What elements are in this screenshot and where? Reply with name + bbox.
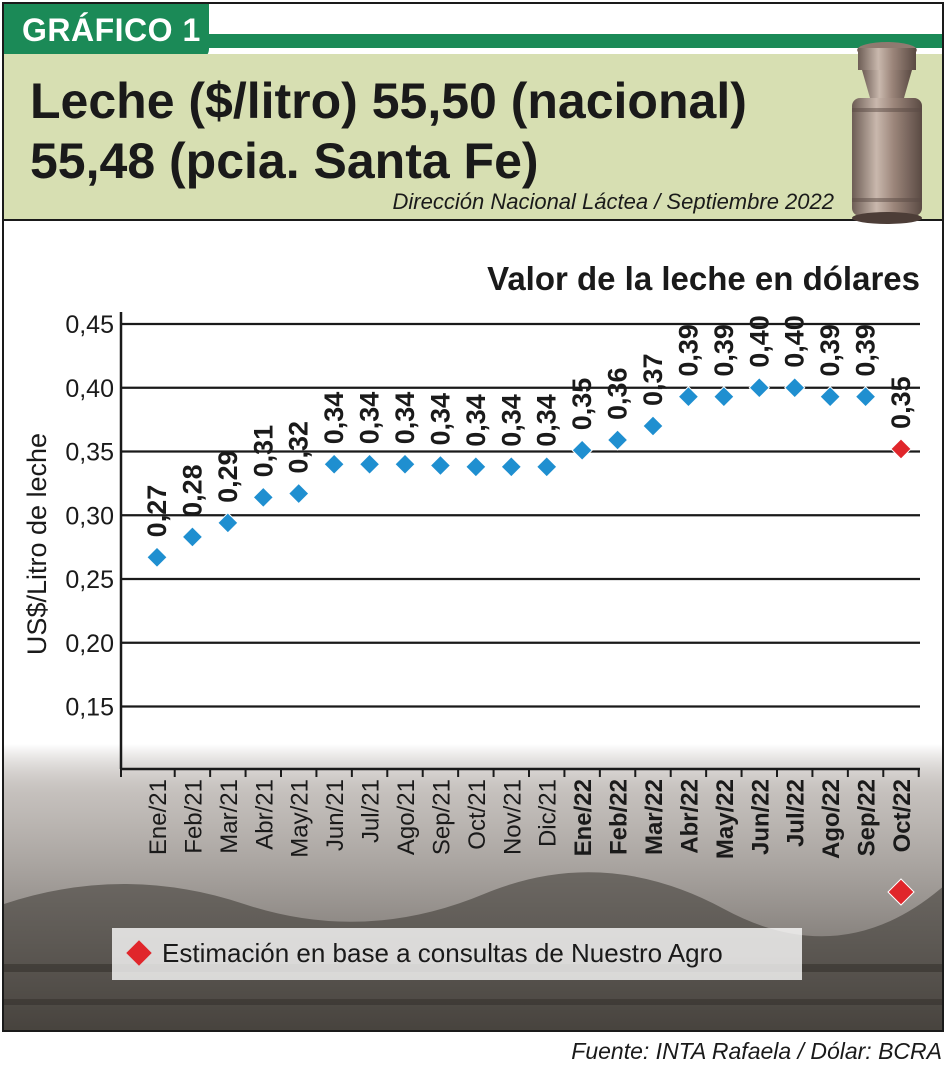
page-title-line1: Leche ($/litro) 55,50 (nacional) xyxy=(30,73,747,129)
x-tick-label: Abr/21 xyxy=(251,779,278,850)
legend-text: Estimación en base a consultas de Nuestr… xyxy=(162,938,723,968)
figure-badge-label: GRÁFICO 1 xyxy=(22,12,201,48)
axes xyxy=(119,312,920,777)
y-tick-label: 0,40 xyxy=(65,375,114,403)
x-tick-labels: Ene/21 Feb/21 Mar/21 Abr/21 May/21 Jun/21 Jul/… xyxy=(145,779,916,906)
data-point xyxy=(571,439,593,461)
y-tick-label: 0,15 xyxy=(65,694,114,722)
data-label: 0,37 xyxy=(638,353,668,406)
header-panel: Leche ($/litro) 55,50 (nacional) 55,48 (… xyxy=(4,54,942,221)
background-photo xyxy=(4,744,942,1030)
data-label: 0,27 xyxy=(142,485,172,538)
x-tick-label: Sep/21 xyxy=(428,779,455,855)
x-tick-label: May/21 xyxy=(287,779,314,858)
data-label: 0,34 xyxy=(355,392,385,445)
data-point xyxy=(819,385,841,408)
data-label: 0,39 xyxy=(815,324,845,377)
data-label: 0,34 xyxy=(425,393,455,446)
source-note: Fuente: INTA Rafaela / Dólar: BCRA xyxy=(571,1038,942,1064)
y-tick-label: 0,30 xyxy=(65,502,114,530)
data-point xyxy=(713,385,735,408)
data-label: 0,31 xyxy=(248,425,278,478)
x-tick-label: Oct/22 xyxy=(889,779,916,852)
data-point xyxy=(288,482,310,505)
y-axis-label: US$/Litro de leche xyxy=(22,433,52,655)
data-point xyxy=(323,453,345,475)
data-point xyxy=(854,385,877,408)
data-point xyxy=(606,429,629,451)
data-point xyxy=(394,453,416,475)
x-tick-label: Mar/22 xyxy=(641,779,668,855)
y-tick-label: 0,45 xyxy=(65,311,114,339)
data-point xyxy=(642,415,664,437)
data-point xyxy=(536,456,558,478)
x-tick-label: Feb/22 xyxy=(606,779,633,855)
x-tick-label: Jun/21 xyxy=(322,779,349,851)
x-tick-label: Ago/21 xyxy=(393,779,420,855)
data-point xyxy=(146,546,168,569)
x-tick-label: Mar/21 xyxy=(216,779,243,854)
data-label: 0,34 xyxy=(461,394,491,447)
data-label: 0,34 xyxy=(532,394,562,447)
x-tick-label: Ene/22 xyxy=(570,779,597,856)
data-label: 0,35 xyxy=(886,376,916,429)
data-point xyxy=(429,454,452,477)
data-label: 0,39 xyxy=(709,324,739,377)
data-point xyxy=(677,385,700,408)
legend: Estimación en base a consultas de Nuestr… xyxy=(112,928,802,980)
data-label: 0,34 xyxy=(319,392,349,445)
chart-frame: GRÁFICO 1 Leche ($/litro) 55,50 (naciona… xyxy=(2,2,944,1032)
x-tick-label: Feb/21 xyxy=(180,779,207,854)
x-tick-label: Ene/21 xyxy=(145,779,172,855)
x-tick-label: Dic/21 xyxy=(535,779,562,847)
y-tick-label: 0,25 xyxy=(65,566,114,594)
data-point xyxy=(465,456,487,478)
chart-title: Valor de la leche en dólares xyxy=(487,260,920,297)
data-point xyxy=(252,486,274,509)
chart-area: Valor de la leche en dólares US$/Litro d… xyxy=(4,260,942,1030)
x-tick-label: Abr/22 xyxy=(676,779,703,854)
x-tick-label: Sep/22 xyxy=(854,779,881,856)
data-label: 0,35 xyxy=(567,378,597,431)
data-label: 0,28 xyxy=(177,464,207,517)
data-point xyxy=(217,512,239,534)
data-point xyxy=(748,377,770,399)
y-tick-label: 0,35 xyxy=(65,439,114,467)
data-label: 0,39 xyxy=(673,324,703,377)
figure-badge: GRÁFICO 1 xyxy=(4,4,209,59)
page-title-line2: 55,48 (pcia. Santa Fe) xyxy=(30,133,539,189)
page-subtitle: Dirección Nacional Láctea / Septiembre 2… xyxy=(392,189,834,214)
data-label: 0,32 xyxy=(284,421,314,474)
data-label: 0,40 xyxy=(744,315,774,368)
data-label: 0,39 xyxy=(851,324,881,377)
data-label: 0,29 xyxy=(213,450,243,503)
data-point xyxy=(784,377,806,399)
x-tick-label: Jun/22 xyxy=(747,779,774,855)
milk-churn-image xyxy=(852,42,922,224)
data-label: 0,34 xyxy=(390,392,420,445)
y-tick-labels: 0,15 0,20 0,25 0,30 0,35 0,40 0,45 xyxy=(65,311,114,722)
data-point xyxy=(358,453,381,475)
estimate-marker-icon xyxy=(887,878,915,906)
x-tick-label: Oct/21 xyxy=(464,779,491,850)
data-point xyxy=(500,456,522,478)
grid-lines xyxy=(121,322,920,708)
estimate-point xyxy=(890,438,912,460)
x-tick-label: Ago/22 xyxy=(818,779,845,859)
y-tick-label: 0,20 xyxy=(65,630,114,658)
data-label: 0,36 xyxy=(603,367,633,420)
data-label: 0,40 xyxy=(780,315,810,368)
x-tick-label: Jul/21 xyxy=(358,779,385,843)
x-tick-label: Jul/22 xyxy=(783,779,810,847)
x-tick-label: Nov/21 xyxy=(499,779,526,855)
red-diamond-icon xyxy=(126,940,152,966)
data-labels: 0,27 0,28 0,29 0,31 0,320,34 0,34 0,34 0,34 0,34… xyxy=(142,315,916,537)
data-points xyxy=(146,377,912,569)
data-label: 0,34 xyxy=(496,394,526,447)
x-tick-label: May/22 xyxy=(712,779,739,859)
data-point xyxy=(181,526,204,548)
